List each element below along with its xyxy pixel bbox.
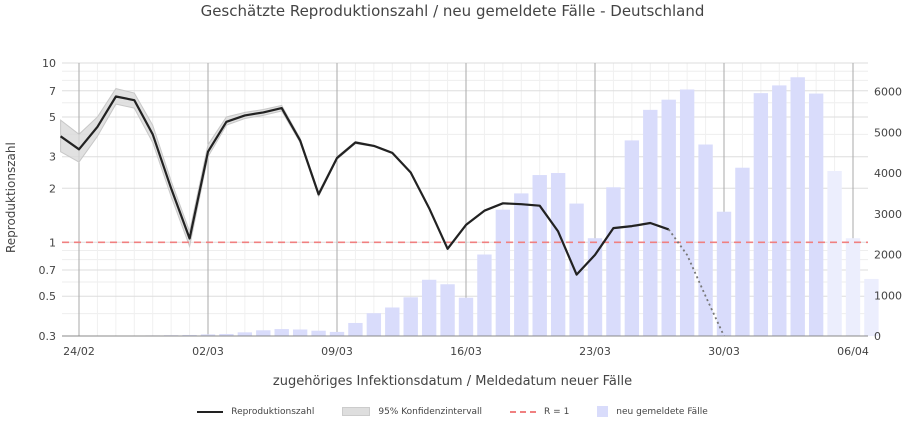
case-bar xyxy=(385,307,400,336)
y-tick-label: 1 xyxy=(49,236,56,249)
case-bar xyxy=(679,89,695,336)
x-tick-label: 24/02 xyxy=(63,345,95,358)
case-bar xyxy=(403,297,418,336)
y-tick-label: 7 xyxy=(49,85,56,98)
case-bar xyxy=(808,93,824,337)
legend: Reproduktionszahl 95% Konfidenzintervall… xyxy=(0,406,905,417)
case-bar xyxy=(845,238,861,336)
case-bar xyxy=(219,333,234,336)
legend-item-ci[interactable]: 95% Konfidenzintervall xyxy=(342,406,482,417)
case-bar xyxy=(772,85,787,336)
case-bar xyxy=(477,254,492,336)
case-bar xyxy=(735,167,750,336)
case-bar xyxy=(716,211,732,336)
case-bar xyxy=(329,331,345,336)
legend-swatch-bar xyxy=(597,406,609,417)
case-bar xyxy=(237,332,253,336)
axes: 0.3 0.5 0.7 1 2 3 5 7 10 0 1000 2000 3000 4000 5000 600… xyxy=(39,57,903,358)
legend-item-r1[interactable]: R = 1 xyxy=(510,406,569,417)
x-tick-label: 23/03 xyxy=(579,345,611,358)
case-bar xyxy=(200,334,216,336)
case-bar xyxy=(624,140,640,336)
legend-item-r[interactable]: Reproduktionszahl xyxy=(197,406,314,417)
y2-tick-label: 2000 xyxy=(874,249,902,262)
x-tick-label: 06/04 xyxy=(837,345,869,358)
y2-tick-label: 4000 xyxy=(874,167,902,180)
case-bar xyxy=(864,278,879,336)
case-bar xyxy=(495,209,511,336)
case-bar xyxy=(790,77,805,336)
case-bar xyxy=(514,193,529,336)
case-bar xyxy=(274,329,289,336)
y2-tick-label: 3000 xyxy=(874,208,902,221)
y2-tick-label: 6000 xyxy=(874,86,902,99)
case-bar xyxy=(440,284,455,336)
case-bar xyxy=(348,322,363,336)
y2-tick-label: 5000 xyxy=(874,126,902,139)
r-projection-line xyxy=(667,228,725,337)
r-line xyxy=(59,95,725,337)
case-bar xyxy=(587,238,603,336)
y-tick-label: 3 xyxy=(49,151,56,164)
case-bar xyxy=(661,99,676,337)
case-bar xyxy=(569,203,584,336)
legend-swatch-dash xyxy=(510,410,537,413)
chart-plot: 0.3 0.5 0.7 1 2 3 5 7 10 0 1000 2000 3000 4000 5000 600… xyxy=(39,57,903,358)
x-tick-label: 09/03 xyxy=(321,345,353,358)
legend-label: R = 1 xyxy=(544,406,570,417)
y-tick-label: 0.7 xyxy=(39,264,57,277)
case-bar xyxy=(753,93,769,336)
legend-item-cases[interactable]: neu gemeldete Fälle xyxy=(597,406,708,417)
legend-swatch-line xyxy=(197,410,224,413)
case-bar xyxy=(311,330,326,336)
y2-tick-label: 1000 xyxy=(874,289,902,302)
y-axis-label: Reproduktionszahl xyxy=(4,142,18,253)
case-bar xyxy=(532,175,547,336)
legend-label: 95% Konfidenzintervall xyxy=(378,406,483,417)
x-axis-label: zugehöriges Infektionsdatum / Meldedatum… xyxy=(272,374,633,389)
case-bar xyxy=(827,170,842,336)
legend-label: Reproduktionszahl xyxy=(231,406,315,417)
case-bar xyxy=(550,173,566,336)
chart-title: Geschätzte Reproduktionszahl / neu gemel… xyxy=(200,2,705,20)
y-tick-label: 0.5 xyxy=(39,290,57,303)
r-estimate-line xyxy=(59,95,670,276)
case-bar xyxy=(606,187,621,336)
y-tick-label: 0.3 xyxy=(39,330,57,343)
case-bar xyxy=(366,313,382,336)
x-tick-label: 02/03 xyxy=(192,345,224,358)
y2-tick-label: 0 xyxy=(874,330,881,343)
x-tick-label: 30/03 xyxy=(708,345,740,358)
y-tick-label: 2 xyxy=(49,182,56,195)
case-bar xyxy=(292,329,308,336)
case-bar xyxy=(458,297,474,336)
case-bar xyxy=(256,330,271,336)
legend-swatch-band xyxy=(342,407,371,416)
y-tick-label: 10 xyxy=(42,57,56,70)
x-tick-label: 16/03 xyxy=(450,345,482,358)
y-tick-label: 5 xyxy=(49,111,56,124)
case-bars xyxy=(90,77,879,337)
case-bar xyxy=(698,144,713,336)
legend-label: neu gemeldete Fälle xyxy=(616,406,708,417)
case-bar xyxy=(421,279,437,336)
case-bar xyxy=(182,334,197,336)
